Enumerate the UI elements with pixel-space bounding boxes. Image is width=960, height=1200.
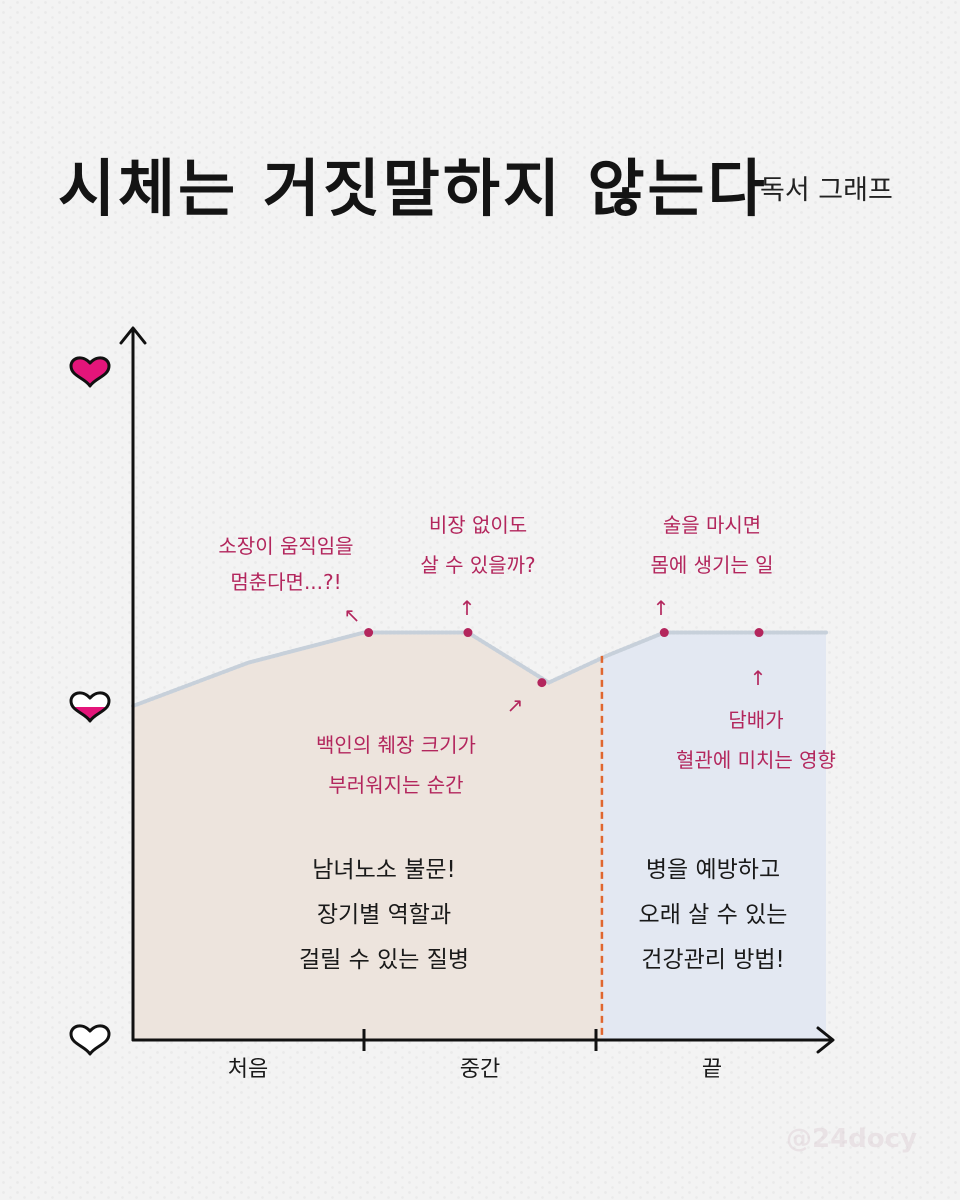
full-heart-icon <box>69 356 111 388</box>
annotation-2-line-1: 비장 없이도 <box>429 513 527 537</box>
annotation-3: ↗ 백인의 췌장 크기가 부러워지는 순간 <box>316 693 523 797</box>
page-title: 시체는 거짓말하지 않는다 <box>58 152 768 225</box>
x-axis <box>131 1026 835 1054</box>
chart-marker-3 <box>537 678 547 688</box>
half-heart-icon <box>69 691 111 723</box>
annotation-3-line-2: 부러워지는 순간 <box>328 773 463 797</box>
chart-marker-4 <box>659 628 669 638</box>
annotation-1-line-2: 멈춘다면...?! <box>230 570 341 594</box>
chart-marker-2 <box>463 628 473 638</box>
annotation-4-line-1: 술을 마시면 <box>663 513 761 537</box>
area-fill-early <box>133 632 602 1040</box>
annotation-1-line-1: 소장이 움직임을 <box>218 534 353 558</box>
annotation-5-line-1: 담배가 <box>728 708 783 732</box>
annotation-2: 비장 없이도 살 수 있을까? ↑ <box>420 513 535 620</box>
annotation-5: ↑ 담배가 혈관에 미치는 영향 <box>676 666 836 772</box>
watermark: @24docy <box>786 1124 918 1154</box>
section-text-early-line-2: 장기별 역할과 <box>317 902 451 928</box>
chart-marker-5 <box>754 628 764 638</box>
annotation-4-arrow: ↑ <box>653 596 670 620</box>
area-fill-late <box>601 632 826 1040</box>
y-axis <box>119 326 147 1042</box>
area-top-edge <box>131 630 828 708</box>
chart-marker-1 <box>364 628 374 638</box>
x-tick-label-start: 처음 <box>228 1057 268 1082</box>
page-subtitle: 독서 그래프 <box>760 175 893 206</box>
section-text-early-line-1: 남녀노소 불문! <box>312 857 456 883</box>
annotation-2-arrow: ↑ <box>459 596 476 620</box>
section-text-late: 병을 예방하고 오래 살 수 있는 건강관리 방법! <box>639 857 788 973</box>
annotation-1-arrow: ↖ <box>344 603 361 627</box>
chart-markers <box>364 628 764 688</box>
section-text-early-line-3: 걸릴 수 있는 질병 <box>299 947 469 973</box>
annotation-5-arrow: ↑ <box>750 666 767 690</box>
annotation-4-line-2: 몸에 생기는 일 <box>650 553 773 577</box>
section-text-late-line-1: 병을 예방하고 <box>646 857 780 883</box>
annotation-5-line-2: 혈관에 미치는 영향 <box>676 748 836 772</box>
annotation-1: 소장이 움직임을 멈춘다면...?! ↖ <box>218 534 360 627</box>
annotation-3-arrow: ↗ <box>507 693 524 717</box>
annotation-2-line-2: 살 수 있을까? <box>420 553 535 577</box>
empty-heart-icon <box>69 1024 111 1056</box>
section-text-late-line-3: 건강관리 방법! <box>641 947 785 973</box>
section-text-early: 남녀노소 불문! 장기별 역할과 걸릴 수 있는 질병 <box>299 857 469 973</box>
x-tick-label-middle: 중간 <box>460 1057 500 1082</box>
annotation-4: 술을 마시면 몸에 생기는 일 ↑ <box>650 513 773 620</box>
section-text-late-line-2: 오래 살 수 있는 <box>639 902 788 928</box>
annotation-3-line-1: 백인의 췌장 크기가 <box>316 733 476 757</box>
x-tick-label-end: 끝 <box>702 1057 722 1082</box>
